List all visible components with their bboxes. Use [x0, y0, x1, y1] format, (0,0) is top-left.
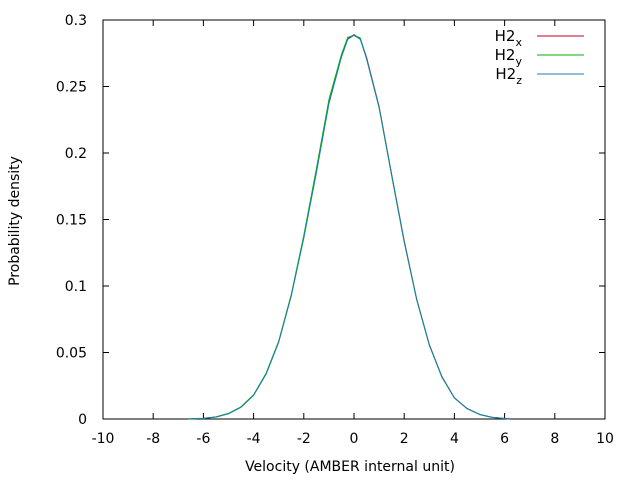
- y-tick-labels: 0 0.05 0.1 0.15 0.2 0.25 0.3: [56, 13, 87, 428]
- x-tick-label: -8: [146, 431, 160, 447]
- legend-label-y: H2y: [495, 46, 523, 68]
- x-tick-label: -10: [92, 431, 115, 447]
- ticks: [102, 19, 606, 420]
- y-tick-label: 0.05: [56, 346, 87, 362]
- series-line-z: [188, 34, 510, 420]
- x-tick-labels: -10 -8 -6 -4 -2 0 2 4 6 8 10: [92, 431, 614, 447]
- y-axis-label: Probability density: [7, 156, 23, 286]
- x-tick-label: 0: [350, 431, 359, 447]
- plot-frame: [102, 19, 606, 420]
- series-lines: [188, 34, 510, 420]
- x-tick-label: 6: [500, 431, 509, 447]
- x-tick-label: -2: [297, 431, 311, 447]
- y-tick-label: 0.15: [56, 213, 87, 229]
- x-tick-label: 2: [400, 431, 409, 447]
- y-tick-label: 0.3: [65, 13, 87, 29]
- y-tick-label: 0: [78, 412, 87, 428]
- x-tick-label: -6: [196, 431, 210, 447]
- x-tick-label: -4: [247, 431, 261, 447]
- x-axis-label: Velocity (AMBER internal unit): [245, 459, 455, 475]
- x-tick-label: 10: [596, 431, 614, 447]
- legend-label-z: H2z: [495, 65, 522, 87]
- y-tick-label: 0.2: [65, 146, 87, 162]
- x-tick-label: 4: [450, 431, 459, 447]
- y-tick-label: 0.1: [65, 279, 87, 295]
- series-line-x: [188, 34, 510, 420]
- x-tick-label: 8: [550, 431, 559, 447]
- series-line-y: [188, 34, 510, 420]
- y-tick-label: 0.25: [56, 80, 87, 96]
- legend-label-x: H2x: [495, 27, 523, 49]
